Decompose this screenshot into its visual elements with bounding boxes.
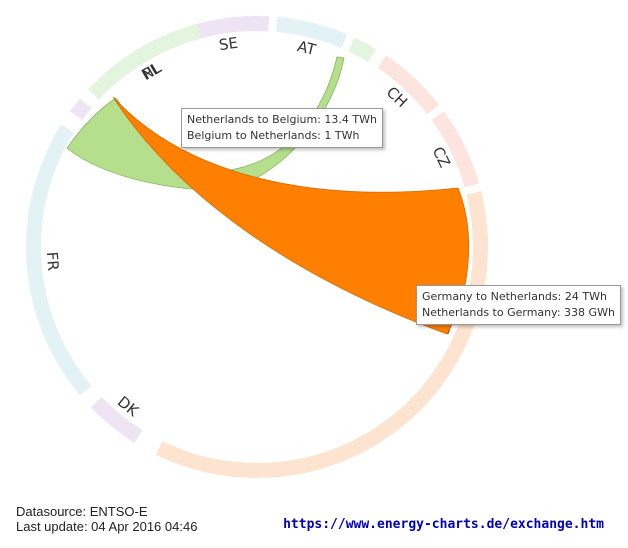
ring-segment-unlabeled[interactable] [70,98,92,121]
tooltip-netherlands-belgium: Netherlands to Belgium: 13.4 TWh Belgium… [181,108,383,148]
ring-segment-cz[interactable] [431,111,480,188]
ring-segment-dk[interactable] [90,397,143,443]
segment-label-fr: FR [43,251,62,271]
ring-segment-unlabeled[interactable] [348,37,376,62]
ring-segment-se[interactable] [181,16,270,43]
tooltip-line: Netherlands to Belgium: 13.4 TWh [187,113,377,126]
ring-segment-nl[interactable] [88,23,202,100]
ring-segment-fr[interactable] [25,124,92,396]
ring-segment-at[interactable] [275,16,348,49]
tooltip-germany-netherlands: Germany to Netherlands: 24 TWh Netherlan… [416,285,621,325]
tooltip-line: Belgium to Netherlands: 1 TWh [187,129,360,142]
chord-de-nl[interactable] [112,96,470,335]
ring-segment-de[interactable] [155,191,488,479]
segment-label-at: AT [296,37,319,59]
last-update-text: Last update: 04 Apr 2016 04:46 [16,519,198,534]
tooltip-line: Netherlands to Germany: 338 GWh [422,306,615,319]
source-link[interactable]: https://www.energy-charts.de/exchange.ht… [283,517,604,532]
ring-segments [25,16,488,479]
datasource-text: Datasource: ENTSO-E [16,504,148,519]
ring-segment-ch[interactable] [377,55,440,115]
tooltip-line: Germany to Netherlands: 24 TWh [422,290,607,303]
segment-label-se: SE [218,34,239,54]
